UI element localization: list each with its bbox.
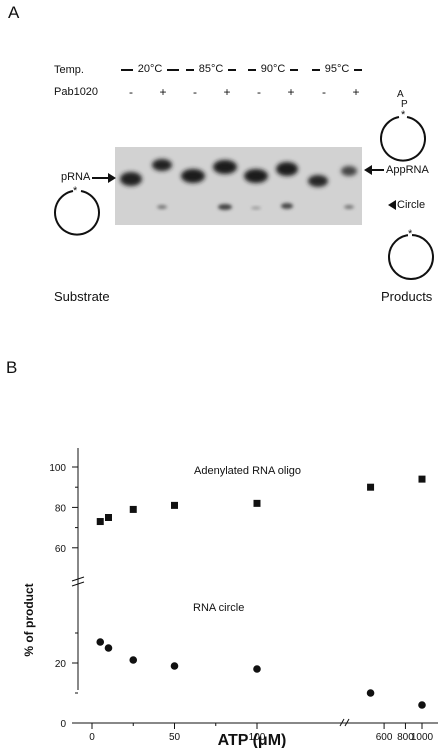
temp-label-90: 90°C: [256, 63, 290, 75]
linear-rna-icon: [54, 190, 100, 236]
panel-b-label: B: [6, 358, 18, 377]
gel-band-circle: [218, 204, 232, 210]
lane-sign: +: [159, 85, 167, 99]
adenylated-point: [129, 505, 137, 513]
lane-sign: -: [129, 85, 133, 99]
substrate-star: *: [73, 185, 78, 197]
adenylated-point: [171, 501, 178, 509]
gel-band-apprna: [213, 160, 237, 174]
x-tick-label: 0: [89, 732, 95, 743]
temp-label-20: 20°C: [133, 63, 167, 75]
y-tick-label: 0: [60, 719, 66, 730]
y-tick-label: 60: [55, 544, 67, 555]
circle-point: [366, 689, 375, 697]
adenylated-rna-icon: [380, 116, 426, 162]
lane-sign: +: [352, 85, 360, 99]
adenylated-point: [367, 483, 375, 491]
adenylated-point: [96, 518, 104, 526]
lane-sign: +: [223, 85, 231, 99]
y-ticks-upper: 60 80 100: [49, 463, 78, 555]
circle-point: [418, 701, 426, 709]
gel-band-apprna: [276, 162, 298, 176]
gel-band-substrate: [120, 172, 142, 186]
x-tick-label: 100: [249, 732, 266, 743]
circle-point: [253, 665, 261, 673]
lane-sign: -: [193, 85, 197, 99]
adenylated-point: [418, 475, 426, 483]
adenylated-star: *: [401, 109, 406, 121]
temp-header-85: 85°C: [186, 62, 236, 78]
temp-row-label: Temp.: [54, 64, 84, 76]
adenylated-icon-p: P: [401, 99, 408, 110]
temp-label-85: 85°C: [194, 63, 228, 75]
substrate-band-label: pRNA: [61, 171, 91, 183]
atp-chart: % of product ATP (μM) 60 80 100 0 20 0 50 100…: [22, 448, 438, 748]
circle-point: [170, 662, 179, 670]
lane-sign: -: [322, 85, 326, 99]
x-tick-label: 800: [397, 732, 414, 743]
adenylated-icon-a: A: [397, 89, 404, 100]
lane-sign: -: [257, 85, 261, 99]
y-tick-label: 80: [55, 503, 67, 514]
apprna-band-label: AppRNA: [386, 164, 429, 176]
series-label-circle: RNA circle: [193, 602, 244, 614]
temp-header-95: 95°C: [312, 62, 362, 78]
circle-point: [96, 638, 105, 646]
gel-band-circle: [281, 203, 293, 209]
x-ticks-left: 0 50 100: [89, 723, 266, 743]
series-label-adenylated: Adenylated RNA oligo: [194, 465, 301, 477]
x-tick-label: 600: [376, 732, 393, 743]
temp-header-20: 20°C: [121, 62, 179, 78]
substrate-arrow-icon: [92, 173, 116, 183]
circle-point: [104, 644, 113, 652]
y-tick-label: 100: [49, 463, 66, 474]
adenylated-point: [253, 499, 261, 507]
x-tick-label: 50: [169, 732, 181, 743]
x-tick-label: 1000: [411, 732, 434, 743]
data-points: [96, 475, 426, 709]
y-axis-break: [71, 576, 85, 587]
gel-band-circle: [157, 205, 167, 209]
gel-band-substrate: [308, 175, 328, 187]
lane-sign: +: [287, 85, 295, 99]
gel-band-apprna: [152, 159, 172, 171]
y-ticks-lower: 0 20: [55, 632, 78, 730]
protein-row-label: Pab1020: [54, 86, 99, 98]
temp-header-90: 90°C: [248, 62, 298, 78]
adenylated-point: [105, 514, 112, 521]
apprna-arrow-icon: [364, 165, 384, 175]
products-caption: Products: [381, 289, 433, 304]
gel-band-substrate: [181, 169, 205, 183]
gel-image: [115, 147, 362, 225]
temp-label-95: 95°C: [320, 63, 354, 75]
substrate-caption: Substrate: [54, 289, 110, 304]
gel-band-circle: [344, 205, 354, 209]
x-axis-title: ATP (μM): [218, 732, 287, 748]
circle-band-label: Circle: [396, 199, 427, 211]
gel-band-apprna: [341, 166, 357, 176]
gel-background: [115, 147, 362, 225]
x-axis-break: [339, 718, 350, 727]
circle-star: *: [408, 228, 413, 240]
panel-a-label: A: [8, 3, 20, 22]
y-axis-title: % of product: [22, 583, 36, 656]
gel-band-substrate: [244, 169, 268, 183]
circle-point: [129, 656, 138, 664]
gel-band-circle: [251, 206, 261, 210]
y-tick-label: 20: [55, 659, 67, 670]
